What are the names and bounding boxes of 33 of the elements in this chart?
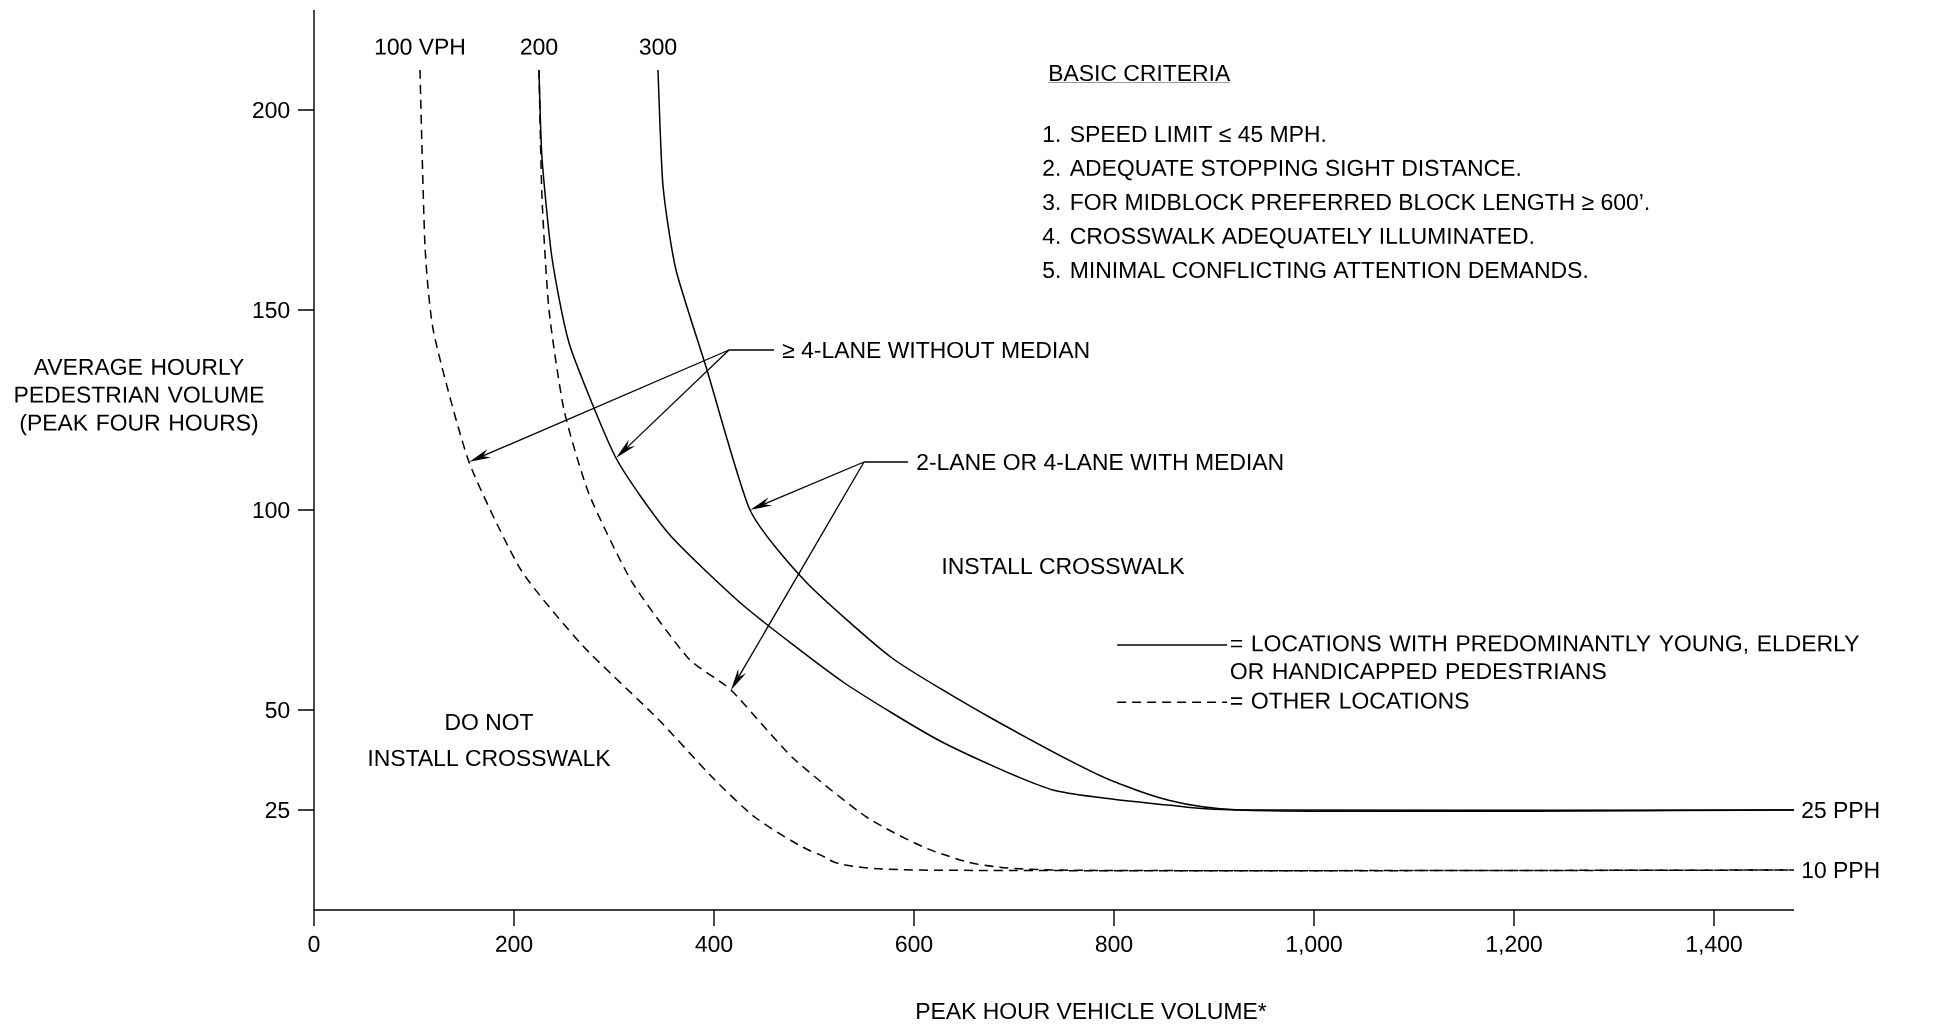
x-tick-label: 1,200 — [1487, 935, 1542, 955]
annotation: 200 — [521, 38, 558, 55]
x-tick-label: 200 — [496, 935, 533, 953]
x-tick-label: 400 — [695, 935, 733, 953]
annotation: 2-LANE OR 4-LANE WITH MEDIAN — [917, 453, 1283, 471]
y-tick-label: 150 — [253, 301, 290, 319]
annotation: 25 PPH — [1802, 801, 1879, 819]
annotation: INSTALL CROSSWALK — [943, 557, 1185, 575]
annotation: 10 PPH — [1802, 861, 1879, 879]
annotation: 4. CROSSWALK ADEQUATELY ILLUMINATED. — [1042, 227, 1533, 249]
x-tick-label: 600 — [896, 935, 933, 953]
x-tick-label: 0 — [308, 935, 320, 953]
annotation: BASIC CRITERIA — [1050, 64, 1231, 82]
annotation: 100 VPH — [375, 38, 464, 55]
y-tick-label: 100 — [253, 501, 290, 519]
x-axis-title: PEAK HOUR VEHICLE VOLUME* — [917, 1002, 1267, 1020]
annotation: INSTALL CROSSWALK — [369, 749, 611, 767]
annotation: 2. ADEQUATE STOPPING SIGHT DISTANCE. — [1043, 159, 1520, 181]
legend-label: = LOCATIONS WITH PREDOMINANTLY YOUNG, ELDERLY OR HANDICAPPED PEDESTRIANS — [1230, 635, 1859, 680]
y-tick-label: 50 — [265, 701, 290, 719]
x-tick-label: 1,000 — [1287, 935, 1342, 955]
legend-label: = OTHER LOCATIONS — [1231, 692, 1469, 709]
annotation: 300 — [639, 38, 677, 55]
annotation: DO NOT — [446, 713, 534, 731]
annotation: 3. FOR MIDBLOCK PREFERRED BLOCK LENGTH ≥ 600’. — [1043, 193, 1649, 211]
y-tick-label: 25 — [265, 801, 290, 819]
x-tick-label: 800 — [1095, 935, 1133, 953]
annotation: 1. SPEED LIMIT ≤ 45 MPH. — [1043, 125, 1325, 143]
y-tick-label: 200 — [253, 101, 290, 119]
y-axis-title: AVERAGE HOURLY PEDESTRIAN VOLUME (PEAK FOUR HOURS) — [15, 358, 264, 436]
annotation: ≥ 4-LANE WITHOUT MEDIAN — [782, 341, 1089, 359]
annotation: 5. MINIMAL CONFLICTING ATTENTION DEMANDS. — [1043, 261, 1587, 279]
x-tick-label: 1,400 — [1687, 935, 1742, 955]
